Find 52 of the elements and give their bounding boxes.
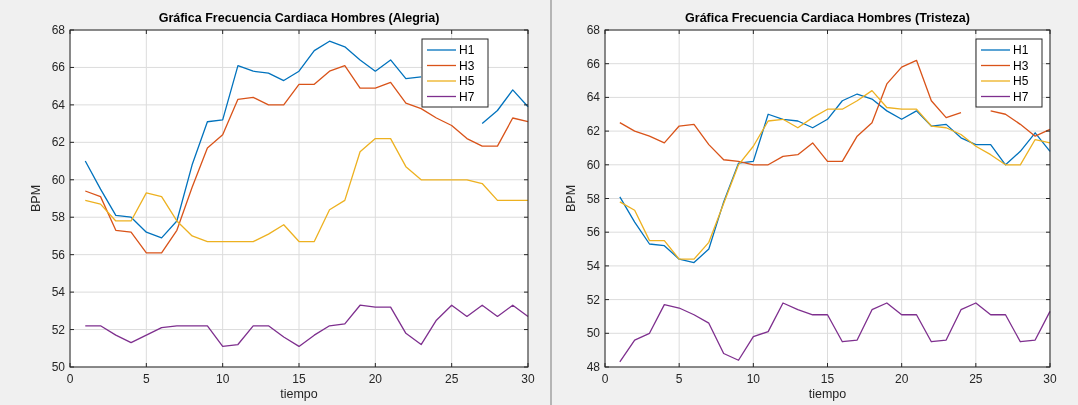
y-tick-label: 48 xyxy=(586,360,601,374)
x-tick-label: 20 xyxy=(894,372,909,386)
y-tick-label: 54 xyxy=(586,258,601,273)
y-tick-label: 56 xyxy=(586,225,601,240)
x-tick-label: 15 xyxy=(820,372,835,386)
y-tick-label: 50 xyxy=(51,360,66,374)
x-tick-label: 25 xyxy=(969,372,983,386)
x-tick-label: 20 xyxy=(368,372,383,386)
legend-label: H3 xyxy=(1013,58,1029,73)
chart-title: Gráfica Frecuencia Cardiaca Hombres (Alegria) xyxy=(158,11,440,25)
x-tick-label: 30 xyxy=(521,372,535,386)
x-tick-label: 15 xyxy=(292,372,306,386)
x-tick-label: 5 xyxy=(675,372,683,386)
y-tick-label: 64 xyxy=(586,90,601,105)
line-series xyxy=(619,302,1051,363)
x-tick-label: 30 xyxy=(1043,372,1057,386)
y-tick-label: 54 xyxy=(51,285,66,300)
legend-label: H7 xyxy=(459,89,475,104)
y-tick-label: 62 xyxy=(586,124,601,139)
y-tick-label: 62 xyxy=(51,135,66,150)
y-tick-label: 58 xyxy=(51,210,66,225)
chart-title: Gráfica Frecuencia Cardiaca Hombres (Tristeza) xyxy=(685,11,970,25)
y-axis-title: BPM xyxy=(29,184,43,213)
x-axis-title: tiempo xyxy=(280,387,318,401)
y-tick-label: 64 xyxy=(51,97,66,112)
y-tick-label: 58 xyxy=(586,191,601,206)
y-tick-label: 52 xyxy=(586,292,601,307)
y-tick-label: 52 xyxy=(51,322,66,337)
x-tick-label: 10 xyxy=(746,372,761,386)
x-axis-title: tiempo xyxy=(808,387,847,401)
x-tick-label: 25 xyxy=(444,372,459,386)
y-tick-label: 60 xyxy=(51,172,66,187)
y-tick-label: 50 xyxy=(586,326,601,341)
legend-label: H5 xyxy=(1013,74,1029,88)
legend-label: H1 xyxy=(1013,43,1029,57)
legend-label: H7 xyxy=(1013,89,1029,104)
x-tick-label: 10 xyxy=(215,372,230,386)
y-tick-label: 68 xyxy=(51,23,66,37)
y-tick-label: 66 xyxy=(586,56,601,71)
x-tick-label: 0 xyxy=(601,372,609,386)
legend-label: H1 xyxy=(459,43,475,57)
x-tick-label: 5 xyxy=(142,372,150,386)
line-series xyxy=(84,137,529,243)
legend-label: H3 xyxy=(459,58,475,73)
y-tick-label: 68 xyxy=(586,23,601,37)
y-tick-label: 56 xyxy=(51,247,66,262)
line-series xyxy=(84,304,529,348)
y-axis-title: BPM xyxy=(564,184,578,213)
y-tick-label: 60 xyxy=(586,157,601,172)
legend-label: H5 xyxy=(459,74,475,88)
y-tick-label: 66 xyxy=(51,60,66,75)
x-tick-label: 0 xyxy=(66,372,74,386)
